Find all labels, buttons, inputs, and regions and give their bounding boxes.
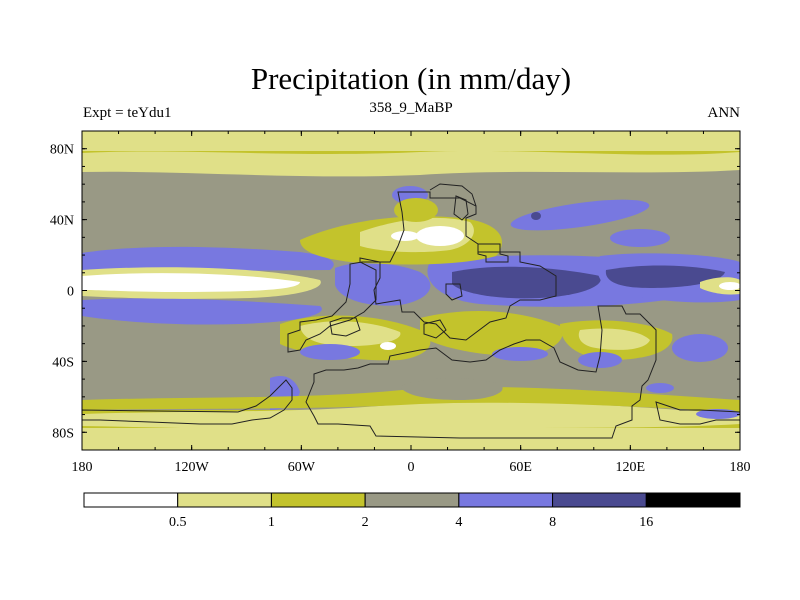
outline-south-lake (423, 319, 447, 339)
season-label: ANN (708, 105, 741, 121)
colorbar-level-label: 2 (362, 515, 369, 530)
outline-inland-basin (477, 243, 509, 263)
colorbar-level-label: 16 (639, 515, 653, 530)
pacific-itcz-south (82, 298, 322, 325)
south-pacific-wet-2 (578, 352, 622, 368)
colorbar-level-label: 8 (549, 515, 556, 530)
experiment-label: Expt = teYdu1 (83, 105, 171, 121)
north-land-dry-lobe (394, 198, 438, 222)
colorbar-swatch (364, 492, 460, 508)
south-pacific-wet-3 (300, 344, 360, 360)
chart-title: Precipitation (in mm/day) (251, 61, 571, 96)
storm-track-dry (82, 386, 740, 412)
time-period-label: 358_9_MaBP (369, 100, 452, 116)
south-africa-dry (420, 311, 563, 356)
colorbar-swatch (270, 492, 366, 508)
band-antarctic (82, 428, 740, 450)
colorbar-level-label: 1 (268, 515, 275, 530)
outline-east-land (305, 305, 657, 439)
y-tick-label: 40S (52, 355, 74, 370)
colorbar-swatch (83, 492, 179, 508)
outline-north-arm (429, 183, 477, 207)
north-pacific-wet-streak (610, 229, 670, 247)
outline-north-lobe (453, 195, 469, 221)
colorbar: 0.5 1 2 4 8 16 (83, 492, 741, 530)
north-atlantic-wet-streak (510, 199, 650, 231)
storm-track-light (82, 400, 740, 431)
south-pacific-wet (672, 334, 728, 362)
outline-north-land (287, 191, 557, 353)
south-pacific-gray-lobe (400, 378, 503, 400)
south-white-spot (380, 342, 396, 350)
x-tick-label: 120E (616, 460, 646, 475)
x-tick-label: 180 (730, 460, 751, 475)
south-subtropic-light-west (300, 321, 401, 346)
colorbar-level-label: 0.5 (169, 515, 187, 530)
x-tick-label: 60E (509, 460, 532, 475)
indian-wet-core (452, 266, 601, 299)
x-tick-label: 120W (175, 460, 210, 475)
east-pacific-white-tip (719, 282, 741, 290)
north-land-white-core-2 (391, 231, 419, 241)
southern-ocean-wet-spot-2 (646, 383, 674, 393)
pacific-itcz-north (82, 246, 334, 272)
band-arctic (82, 131, 740, 153)
colorbar-swatch (177, 492, 272, 508)
map-plot-area (82, 131, 741, 450)
y-tick-label: 80S (52, 426, 74, 441)
x-tick-label: 60W (288, 460, 316, 475)
continent-outlines (81, 183, 741, 439)
x-tick-label: 180 (72, 460, 93, 475)
colorbar-swatch (458, 492, 554, 508)
outline-south-inlet (329, 317, 361, 337)
x-tick-label: 0 (408, 460, 415, 475)
outline-eq-basin (445, 283, 463, 301)
atlantic-equatorial-wet (335, 262, 431, 306)
northern-dry-undulation (82, 150, 740, 177)
west-pacific-wet-core (605, 265, 725, 288)
colorbar-level-label: 4 (455, 515, 462, 530)
south-indian-wet (492, 347, 548, 361)
north-atlantic-wet-dark (531, 212, 541, 220)
outline-south-land-east (655, 401, 741, 425)
y-tick-label: 80N (50, 143, 74, 158)
outline-south-land-west (81, 379, 293, 425)
south-australia-light (578, 328, 650, 350)
pacific-dry-core (82, 273, 300, 292)
y-tick-label: 40N (50, 214, 74, 229)
axis-ticks: 180 120W 60W 0 60E 120E 180 80N 40N 0 40S 80S (50, 130, 751, 475)
north-land-white-core (416, 226, 464, 246)
y-tick-label: 0 (67, 285, 74, 300)
colorbar-swatch (552, 492, 647, 508)
colorbar-swatch (645, 492, 741, 508)
